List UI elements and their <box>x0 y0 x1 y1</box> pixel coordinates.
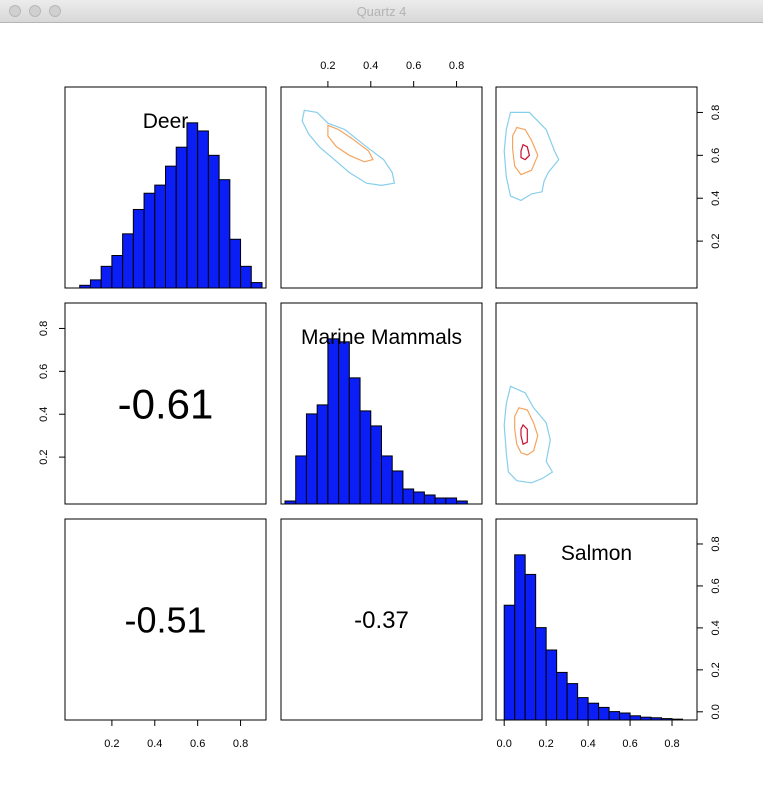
variable-label: Deer <box>143 110 189 133</box>
tick-label: 0.2 <box>710 662 722 677</box>
hist-bar <box>402 488 415 505</box>
hist-bar <box>629 715 642 721</box>
contour-line <box>327 124 374 163</box>
tick-label: 0.6 <box>190 738 205 750</box>
tick-label: 0.4 <box>580 738 595 750</box>
hist-bar <box>434 497 447 505</box>
tick-label: 0.2 <box>38 449 50 464</box>
hist-bar <box>514 554 526 721</box>
tick-label: 0.2 <box>539 738 554 750</box>
tick-label: 0.8 <box>710 105 722 120</box>
tick-label: 0.6 <box>406 60 421 72</box>
hist-bar <box>229 238 242 289</box>
contour-line <box>520 423 528 446</box>
tick-label: 0.0 <box>710 704 722 719</box>
hist-bar <box>456 500 468 505</box>
zoom-window-button[interactable] <box>49 5 61 17</box>
hist-bar <box>348 377 361 505</box>
tick-label: 0.8 <box>449 60 464 72</box>
hist-bar <box>316 404 329 505</box>
hist-bar <box>423 494 436 505</box>
hist-bar <box>284 500 297 505</box>
hist-bar <box>619 712 631 721</box>
close-window-button[interactable] <box>9 5 21 17</box>
hist-bar <box>524 573 537 721</box>
hist-bar <box>175 146 188 289</box>
hist-bar <box>89 279 102 289</box>
hist-bar <box>577 697 589 721</box>
hist-bar <box>250 282 263 289</box>
correlation-label: -0.61 <box>118 381 214 428</box>
tick-label: 0.6 <box>622 738 637 750</box>
hist-bar <box>608 711 621 721</box>
hist-bar <box>587 702 600 721</box>
contour-line <box>520 143 531 161</box>
tick-label: 0.4 <box>363 60 378 72</box>
tick-label: 0.4 <box>710 620 722 635</box>
hist-bar <box>545 649 558 721</box>
tick-label: 0.8 <box>38 321 50 336</box>
tick-label: 0.6 <box>710 148 722 163</box>
hist-bar <box>445 497 458 505</box>
hist-bar <box>535 627 547 721</box>
tick-label: 0.8 <box>710 536 722 551</box>
variable-label: Salmon <box>561 542 632 565</box>
hist-bar <box>671 718 684 721</box>
tick-label: 0.4 <box>38 407 50 422</box>
hist-bar <box>503 604 516 721</box>
variable-label: Marine Mammals <box>301 326 462 349</box>
panel-box-0-2 <box>495 86 698 289</box>
hist-bar <box>218 179 231 289</box>
tick-label: 0.8 <box>233 738 248 750</box>
tick-label: 0.4 <box>710 191 722 206</box>
tick-label: 0.2 <box>320 60 335 72</box>
panel-box-0-1 <box>280 86 483 289</box>
hist-bar <box>197 130 209 289</box>
hist-bar <box>370 425 382 505</box>
hist-bar <box>207 154 220 289</box>
correlation-label: -0.37 <box>354 607 409 634</box>
correlation-label: -0.51 <box>124 599 206 640</box>
panel-box-2-1 <box>280 518 483 721</box>
hist-bar <box>413 491 425 505</box>
contour-line <box>503 111 560 202</box>
pairs-plot: Deer Marine Mammals Salmon -0.61 -0.51 -0.37 0… <box>38 60 722 750</box>
hist-bar <box>143 192 156 289</box>
tick-label: 0.6 <box>710 578 722 593</box>
contour-line <box>511 126 539 176</box>
tick-label: 0.2 <box>104 738 119 750</box>
hist-bar <box>111 255 124 289</box>
hist-bar <box>327 338 340 505</box>
tick-label: 0.6 <box>38 364 50 379</box>
hist-bar <box>391 470 404 505</box>
hist-bar <box>165 165 177 289</box>
tick-label: 0.0 <box>497 738 512 750</box>
contour-line <box>503 385 554 484</box>
panel-box-1-2 <box>495 302 698 505</box>
tick-label: 0.4 <box>147 738 162 750</box>
hist-bar <box>132 208 145 289</box>
hist-bar <box>359 410 372 505</box>
hist-bar <box>556 671 568 721</box>
hist-bar <box>338 341 350 505</box>
tick-label: 0.8 <box>664 738 679 750</box>
hist-bar <box>305 413 318 505</box>
hist-bar <box>154 184 166 289</box>
contour-line <box>514 407 539 456</box>
hist-bar <box>100 265 113 289</box>
tick-label: 0.2 <box>710 233 722 248</box>
minimize-window-button[interactable] <box>29 5 41 17</box>
hist-bar <box>598 706 610 721</box>
hist-bar <box>122 233 134 289</box>
hist-bar <box>295 455 307 505</box>
hist-bar <box>186 122 199 289</box>
hist-bar <box>381 455 393 505</box>
contour-line <box>301 109 396 187</box>
window-titlebar[interactable]: Quartz 4 <box>0 0 763 23</box>
hist-bar <box>566 683 579 721</box>
hist-bar <box>79 284 91 289</box>
hist-bar <box>240 265 252 289</box>
window-title: Quartz 4 <box>356 4 407 19</box>
